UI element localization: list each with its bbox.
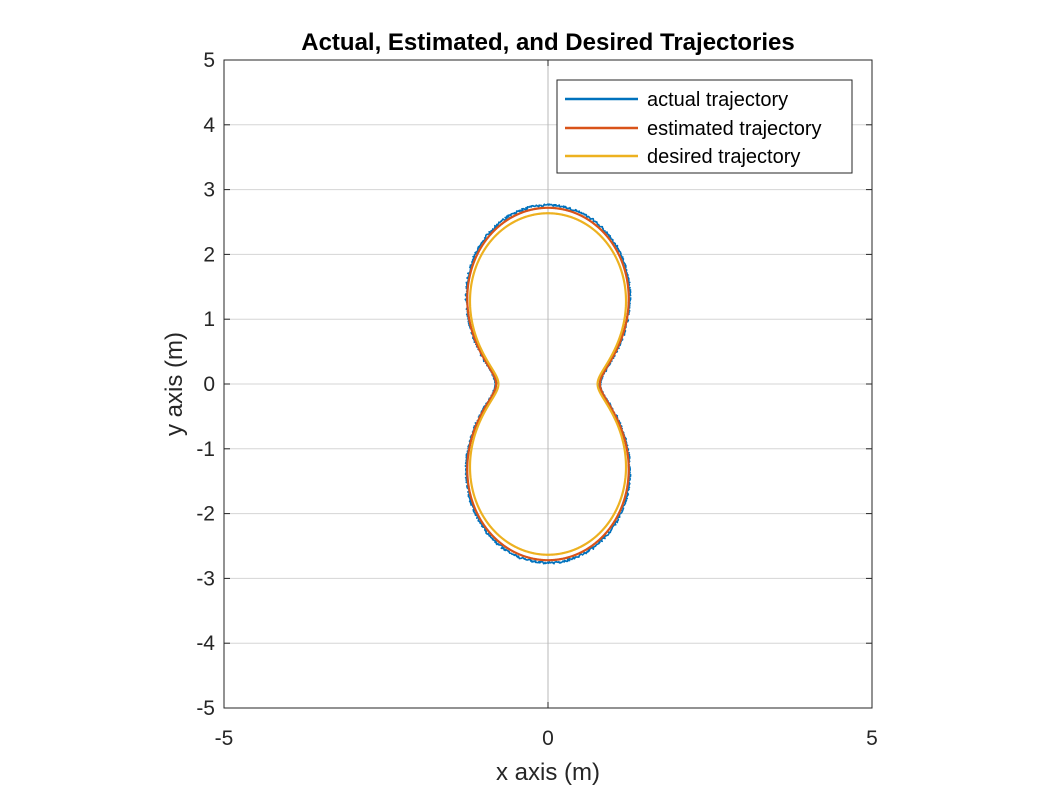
- y-tick-label: -4: [196, 632, 215, 655]
- chart-title: Actual, Estimated, and Desired Trajector…: [301, 29, 795, 56]
- y-tick-label: -3: [196, 567, 215, 590]
- y-tick-label: -5: [196, 697, 215, 720]
- legend-label-estimated: estimated trajectory: [647, 118, 822, 140]
- series-line-desired: [468, 212, 628, 556]
- y-tick-label: 5: [203, 49, 215, 72]
- legend: actual trajectory estimated trajectory d…: [556, 79, 853, 174]
- x-tick-label: -5: [215, 727, 234, 750]
- tick-marks: [223, 59, 873, 709]
- y-tick-label: 0: [203, 373, 215, 396]
- y-tick-label: 2: [203, 243, 215, 266]
- x-tick-label: 5: [866, 727, 878, 750]
- legend-label-actual: actual trajectory: [647, 89, 788, 111]
- y-tick-labels: 5 4 3 2 1 0 -1 -2 -3 -4 -5: [196, 49, 215, 720]
- series-lines: [464, 203, 632, 565]
- y-tick-label: 3: [203, 179, 215, 202]
- y-tick-label: -2: [196, 503, 215, 526]
- legend-label-desired: desired trajectory: [647, 146, 800, 168]
- series-line-estimated: [466, 206, 630, 562]
- x-tick-labels: -5 0 5: [215, 727, 878, 750]
- y-tick-label: 4: [203, 114, 215, 137]
- x-axis-label: x axis (m): [496, 759, 600, 786]
- y-tick-label: -1: [196, 438, 215, 461]
- legend-box: [556, 79, 853, 174]
- x-tick-label: 0: [542, 727, 554, 750]
- y-axis-label: y axis (m): [161, 332, 188, 436]
- y-tick-label: 1: [203, 308, 215, 331]
- grid-lines: [224, 60, 872, 708]
